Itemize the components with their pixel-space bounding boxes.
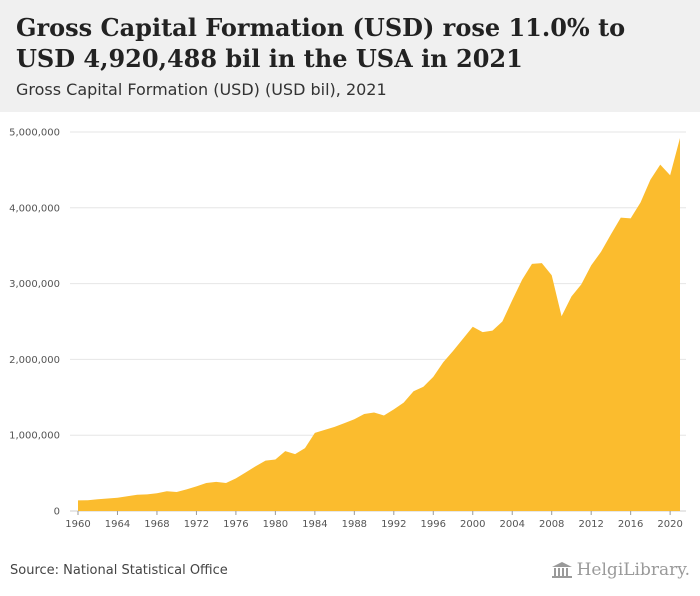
x-tick-label: 1972 (184, 519, 209, 530)
chart-header: Gross Capital Formation (USD) rose 11.0%… (0, 0, 700, 112)
area-chart: 0 1,000,000 2,000,000 3,000,000 4,000,000 5,0… (9, 128, 686, 530)
x-axis-ticks: 1960 1964 1968 1972 1976 1980 1984 1988 1992 1996… (65, 511, 683, 530)
x-tick-label: 1968 (144, 519, 169, 530)
y-tick-label: 0 (54, 507, 60, 518)
x-tick-label: 2012 (578, 519, 603, 530)
y-tick-label: 3,000,000 (9, 279, 60, 290)
source-note: Source: National Statistical Office (10, 563, 228, 578)
x-tick-label: 1980 (263, 519, 288, 530)
x-tick-label: 1964 (105, 519, 130, 530)
y-tick-label: 5,000,000 (9, 128, 60, 139)
y-tick-label: 1,000,000 (9, 431, 60, 442)
x-tick-label: 2004 (500, 519, 525, 530)
brand-logo: HelgiLibrary. (551, 560, 690, 580)
area-layer (78, 138, 680, 511)
library-building-icon (551, 562, 572, 578)
x-tick-label: 1960 (65, 519, 90, 530)
y-tick-label: 4,000,000 (9, 203, 60, 214)
x-tick-label: 2008 (539, 519, 564, 530)
x-tick-label: 2000 (460, 519, 485, 530)
y-axis-ticks: 0 1,000,000 2,000,000 3,000,000 4,000,000 5,0… (9, 128, 60, 518)
y-tick-label: 2,000,000 (9, 355, 60, 366)
chart-title: Gross Capital Formation (USD) rose 11.0%… (16, 13, 626, 73)
x-tick-label: 1992 (381, 519, 406, 530)
area-series (78, 138, 680, 511)
x-tick-label: 2016 (618, 519, 643, 530)
x-tick-label: 1984 (302, 519, 327, 530)
x-tick-label: 2020 (657, 519, 682, 530)
x-tick-label: 1996 (421, 519, 446, 530)
x-tick-label: 1976 (223, 519, 248, 530)
x-tick-label: 1988 (342, 519, 367, 530)
chart-subtitle: Gross Capital Formation (USD) (USD bil),… (16, 80, 387, 99)
brand-name: HelgiLibrary. (576, 560, 690, 580)
